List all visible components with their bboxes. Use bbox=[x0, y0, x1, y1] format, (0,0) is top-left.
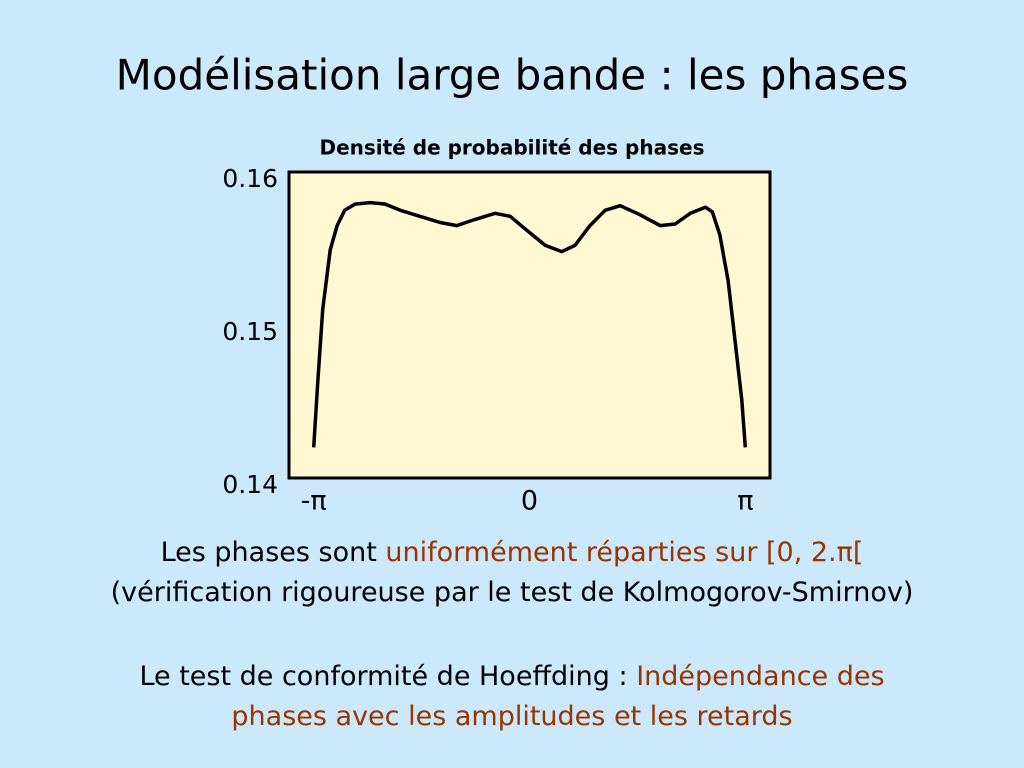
plot-area bbox=[287, 170, 772, 480]
paragraph: Le test de conformité de Hoeffding : Ind… bbox=[0, 657, 1024, 737]
text-line: Les phases sont uniformément réparties s… bbox=[0, 533, 1024, 573]
slide-title: Modélisation large bande : les phases bbox=[116, 51, 909, 100]
text-line: (vérification rigoureuse par le test de … bbox=[110, 577, 914, 608]
y-tick-label: 0.14 bbox=[222, 470, 278, 499]
x-tick-label: -π bbox=[301, 486, 327, 517]
y-tick-label: 0.16 bbox=[222, 164, 278, 193]
y-tick-label: 0.15 bbox=[222, 317, 278, 346]
highlight: uniformément réparties sur [0, 2.π[ bbox=[385, 537, 864, 568]
x-tick-label: π bbox=[737, 486, 753, 517]
text: Les phases sont bbox=[160, 537, 377, 568]
highlight: Indépendance des bbox=[636, 661, 885, 692]
text-line: Le test de conformité de Hoeffding : Ind… bbox=[0, 657, 1024, 697]
text-line: phases avec les amplitudes et les retard… bbox=[231, 701, 793, 732]
line bbox=[311, 200, 748, 448]
chart-title: Densité de probabilité des phases bbox=[320, 136, 705, 160]
x-tick-label: 0 bbox=[521, 486, 538, 517]
text: Le test de conformité de Hoeffding : bbox=[139, 661, 628, 692]
paragraph: Les phases sont uniformément réparties s… bbox=[0, 533, 1024, 613]
